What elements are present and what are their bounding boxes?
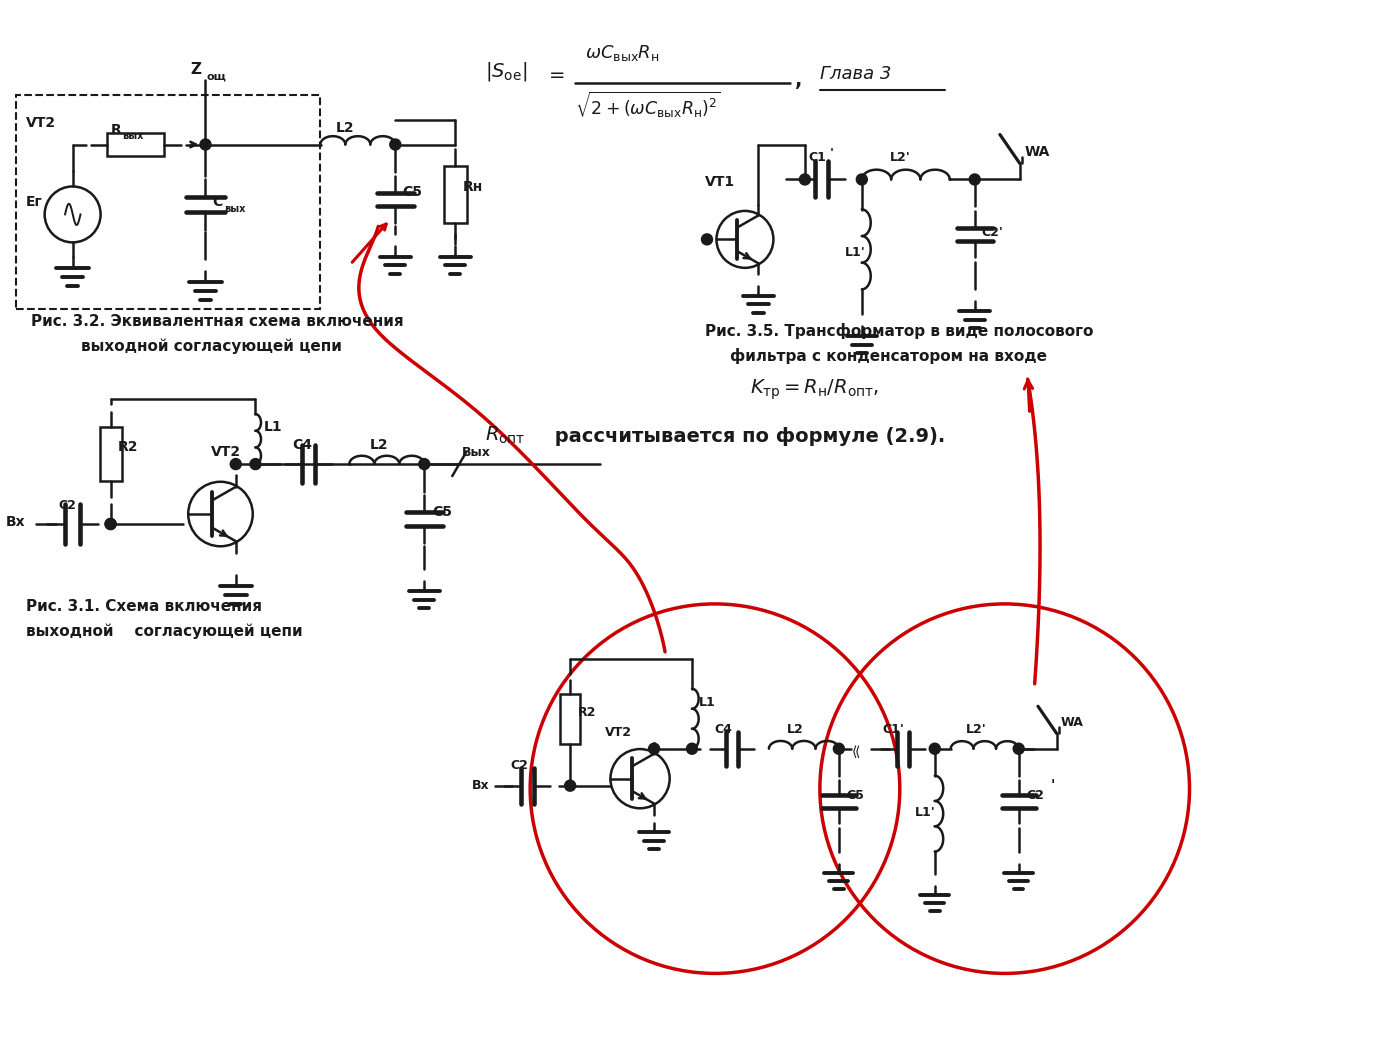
Bar	[15, 95, 321, 310]
Circle shape	[833, 744, 844, 754]
Bar	[444, 166, 468, 223]
Text: VT2: VT2	[25, 116, 56, 130]
Text: фильтра с конденсатором на входе: фильтра с конденсатором на входе	[729, 348, 1047, 364]
Circle shape	[230, 459, 241, 469]
Text: L1': L1'	[914, 805, 935, 818]
Text: $=$: $=$	[545, 64, 566, 83]
Text: $K_{\rm тр} = R_{\rm н}/R_{\rm опт},$: $K_{\rm тр} = R_{\rm н}/R_{\rm опт},$	[750, 378, 879, 402]
Circle shape	[930, 744, 941, 754]
Circle shape	[799, 174, 811, 185]
Text: Глава 3: Глава 3	[820, 65, 892, 83]
Text: L2: L2	[787, 722, 804, 735]
Text: L2': L2'	[966, 722, 987, 735]
Text: выходной    согласующей цепи: выходной согласующей цепи	[25, 624, 302, 638]
Bar	[99, 427, 122, 481]
Text: C2: C2	[510, 759, 528, 771]
Text: Ег: Ег	[25, 196, 42, 210]
Text: L1: L1	[699, 696, 715, 709]
Circle shape	[701, 234, 713, 245]
Text: Рис. 3.2. Эквивалентная схема включения: Рис. 3.2. Эквивалентная схема включения	[31, 314, 403, 329]
Circle shape	[389, 139, 400, 150]
Text: VT2: VT2	[210, 445, 241, 459]
Circle shape	[969, 174, 980, 185]
Circle shape	[1014, 744, 1025, 754]
Text: $\sqrt{2+(\omega C_{\rm вых} R_{\rm н})^2}$: $\sqrt{2+(\omega C_{\rm вых} R_{\rm н})^…	[575, 89, 721, 119]
Text: C4: C4	[293, 438, 312, 452]
Text: L2: L2	[336, 120, 354, 134]
Text: L1: L1	[263, 420, 281, 434]
Circle shape	[105, 518, 116, 530]
Text: Вх: Вх	[472, 779, 490, 792]
Text: C4: C4	[714, 722, 732, 735]
Circle shape	[564, 780, 575, 792]
Text: C2': C2'	[981, 227, 1004, 239]
Text: C2: C2	[1026, 788, 1044, 801]
Text: вых: вых	[224, 204, 246, 215]
Text: $R_{\rm опт}$: $R_{\rm опт}$	[486, 425, 525, 446]
Circle shape	[200, 139, 211, 150]
Text: R2: R2	[578, 705, 596, 719]
Text: $\omega C_{\rm вых} R_{\rm н}$: $\omega C_{\rm вых} R_{\rm н}$	[585, 43, 659, 63]
Text: ': '	[1050, 778, 1056, 792]
Bar	[106, 133, 164, 156]
Text: VT2: VT2	[605, 726, 631, 738]
Text: ощ: ощ	[206, 71, 227, 82]
Text: L2: L2	[370, 438, 388, 452]
Circle shape	[686, 744, 697, 754]
Text: C5: C5	[402, 185, 423, 199]
Text: Вых: Вых	[462, 446, 491, 459]
Text: рассчитывается по формуле (2.9).: рассчитывается по формуле (2.9).	[549, 427, 945, 446]
Text: L1': L1'	[844, 247, 865, 260]
Text: Рис. 3.1. Схема включения: Рис. 3.1. Схема включения	[25, 599, 262, 614]
Text: Z: Z	[190, 62, 202, 77]
Text: ': '	[830, 148, 834, 161]
Text: C2: C2	[59, 499, 77, 512]
Text: вых: вых	[123, 131, 144, 140]
Circle shape	[251, 459, 260, 469]
Text: WA: WA	[1061, 716, 1084, 729]
Text: C1': C1'	[883, 722, 904, 735]
Text: VT1: VT1	[706, 176, 735, 189]
Text: С: С	[213, 196, 223, 210]
Text: $\langle\!\langle$: $\langle\!\langle$	[851, 743, 861, 760]
Text: ,: ,	[795, 70, 802, 89]
Text: L2': L2'	[890, 151, 910, 165]
Text: C5: C5	[847, 788, 865, 801]
Text: R2: R2	[118, 440, 139, 454]
Text: Вх: Вх	[6, 515, 25, 529]
Text: выходной согласующей цепи: выходной согласующей цепи	[81, 338, 342, 354]
Bar	[560, 694, 580, 744]
Circle shape	[648, 744, 659, 754]
Text: C1: C1	[808, 151, 826, 165]
Text: C5: C5	[433, 505, 452, 519]
Circle shape	[419, 459, 430, 469]
Circle shape	[857, 174, 868, 185]
Circle shape	[105, 518, 116, 530]
Text: Рис. 3.5. Трансформатор в виде полосового: Рис. 3.5. Трансформатор в виде полосовог…	[706, 323, 1093, 339]
Text: WA: WA	[1025, 146, 1050, 160]
Text: Rн: Rн	[463, 181, 483, 195]
Text: $|S_{\rm oe}|$: $|S_{\rm oe}|$	[486, 60, 528, 83]
Text: R: R	[111, 122, 122, 136]
